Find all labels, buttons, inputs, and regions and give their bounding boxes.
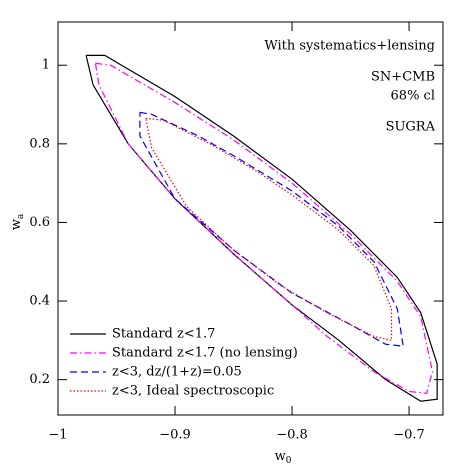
y-tick-label: 1 (42, 58, 50, 73)
x-tick-label: −1 (48, 428, 67, 443)
annotation: SN+CMB (371, 70, 435, 85)
y-tick-label: 0.4 (29, 294, 50, 309)
legend-label: Standard z<1.7 (112, 327, 215, 342)
x-tick-label: −0.9 (159, 428, 191, 443)
contour-line (94, 62, 434, 395)
contour-line (145, 117, 393, 342)
plot-frame (57, 21, 444, 416)
contour-line (139, 111, 404, 347)
x-label-subscript: 0 (286, 456, 292, 466)
x-axis-label: w0 (275, 449, 292, 466)
y-tick-label: 0.8 (29, 136, 50, 151)
y-label-base: w (9, 219, 24, 230)
y-label-subscript: a (16, 213, 26, 219)
y-tick-label: 0.2 (29, 372, 50, 387)
x-tick-label: −0.8 (276, 428, 308, 443)
x-label-base: w (275, 449, 286, 464)
annotation: With systematics+lensing (264, 39, 435, 54)
annotation: SUGRA (386, 120, 436, 135)
y-axis-label: wa (9, 213, 26, 230)
legend-label: Standard z<1.7 (no lensing) (112, 346, 298, 361)
y-tick-label: 0.6 (29, 215, 50, 230)
x-tick-label: −0.7 (393, 428, 425, 443)
legend-label: z<3, dz/(1+z)=0.05 (112, 365, 242, 380)
legend-label: z<3, Ideal spectroscopic (112, 384, 274, 399)
annotation: 68% cl (391, 89, 435, 104)
